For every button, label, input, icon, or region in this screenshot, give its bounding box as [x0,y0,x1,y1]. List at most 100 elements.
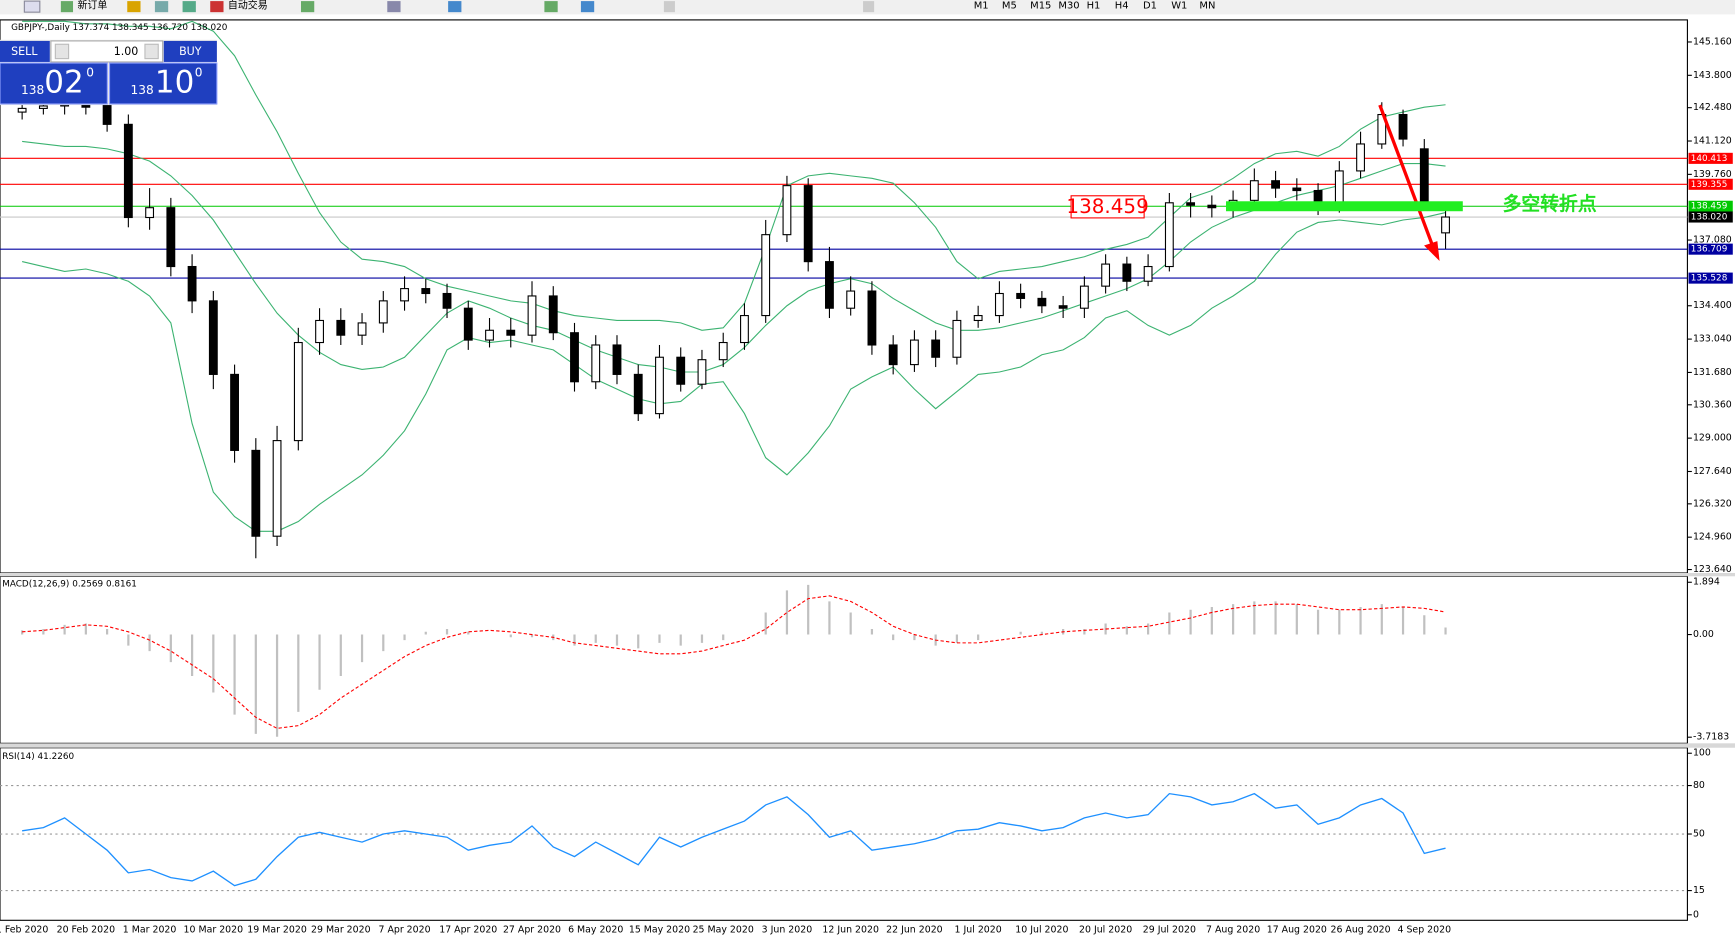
x-tick-label: 17 Aug 2020 [1267,925,1327,936]
candle-body [1271,180,1281,189]
timeframe[interactable]: H4 [1115,1,1129,12]
candle-body [697,359,707,385]
lots-input[interactable] [50,40,164,63]
price-label-box [1688,152,1733,164]
x-tick-label: 1 Jul 2020 [955,925,1002,936]
icon[interactable] [663,1,675,13]
y-tick-label: 100 [1693,748,1711,759]
timeframe[interactable]: M1 [974,1,989,12]
icon[interactable] [387,1,401,13]
icon[interactable] [210,1,224,13]
timeframe[interactable]: D1 [1143,1,1157,12]
candle-body [1334,170,1344,206]
bid-main: 02 [44,65,83,101]
y-tick-label: -3.7183 [1693,732,1729,743]
timeframe[interactable]: M30 [1058,1,1079,12]
icon[interactable] [182,1,196,13]
price-annotation-box [1070,195,1145,219]
candle-body [315,319,324,344]
ask-main: 10 [155,65,194,101]
toolbar-icons: 新订单 自动交易 [23,0,875,13]
bollinger-band [22,140,1446,373]
sell-button[interactable] [0,40,50,62]
candle-body [718,341,728,361]
timeframe[interactable]: M15 [1030,1,1051,12]
icon[interactable] [154,1,169,13]
candle-body [208,300,218,375]
buy-button[interactable] [163,40,217,62]
candle-body [81,104,91,108]
icon[interactable] [863,1,875,13]
timeframe[interactable]: M5 [1002,1,1017,12]
icon[interactable] [544,1,558,13]
candle-body [1419,148,1429,204]
candle-body [888,344,898,366]
price-label-box [1688,243,1733,255]
candle-body [782,185,792,236]
candle-body [909,339,919,366]
toolbar-button[interactable]: 自动交易 [228,0,268,12]
x-tick-label: 29 Jul 2020 [1143,925,1196,936]
candle-body [485,329,494,341]
sell-label[interactable]: SELL [11,45,38,58]
candle-body [1186,202,1196,206]
icon[interactable] [448,1,462,13]
candle-body [421,288,431,295]
x-tick-label: 20 Jul 2020 [1079,925,1132,936]
y-tick-label: 15 [1693,885,1705,896]
timeframe[interactable]: W1 [1171,1,1187,12]
candle-body [38,105,48,109]
buy-label[interactable]: BUY [179,45,202,58]
y-tick-label: 133.040 [1693,334,1732,345]
x-tick-label: 26 Aug 2020 [1330,925,1390,936]
price-plot [0,20,1688,559]
ask-box[interactable] [108,62,218,105]
macd-title: MACD(12,26,9) 0.2569 0.8161 [2,580,137,590]
candle-body [1207,204,1217,209]
macd-pane [0,575,1688,744]
toolbar-button[interactable]: 新订单 [77,0,107,12]
timeframe[interactable]: H1 [1087,1,1101,12]
candle-body [17,107,27,113]
candle-body [251,449,261,537]
price-label: 136.709 [1691,245,1728,255]
icon[interactable] [300,1,315,13]
candle-body [1058,305,1068,309]
lots[interactable]: 1.00 [114,45,139,58]
price-label-box [1688,272,1733,284]
y-tick-label: 123.640 [1693,564,1732,575]
icon[interactable] [127,1,141,13]
timeframe[interactable]: MN [1199,1,1215,12]
trade-panel: SELL 1.00 BUY 138 02 0 138 10 0 [0,39,218,106]
x-tick-label: 12 Jun 2020 [822,925,879,936]
icon[interactable] [60,1,74,13]
y-tick-label: 137.080 [1693,235,1732,246]
x-tick-label: 22 Jun 2020 [886,925,943,936]
candle-body [527,295,537,336]
y-tick-label: 50 [1693,829,1705,840]
candle-body [166,207,176,268]
candle-body [1398,113,1408,140]
bid-box[interactable] [0,62,108,105]
y-tick-label: 143.800 [1693,70,1732,81]
axes: 145.160 143.800 142.480 141.120 139.760 137.0… [0,36,1733,936]
price-label-box [1688,178,1733,190]
candle-body [1164,202,1174,268]
y-tick-label: 129.000 [1693,433,1732,444]
price-label: 138.459 [1691,202,1728,212]
x-tick-label: 7 Aug 2020 [1206,925,1260,936]
x-tick-label: 1 Feb 2020 [0,925,48,936]
spin-up[interactable] [144,43,159,60]
rsi-title: RSI(14) 41.2260 [2,752,74,762]
icon[interactable] [580,1,595,13]
candle-body [1292,187,1302,192]
icon[interactable] [23,0,41,13]
spin-down[interactable] [54,43,70,60]
candle-body [336,319,346,336]
x-tick-label: 29 Mar 2020 [311,925,371,936]
candle-body [676,356,686,385]
candle-body [293,341,303,442]
level-highlight [1226,201,1463,212]
